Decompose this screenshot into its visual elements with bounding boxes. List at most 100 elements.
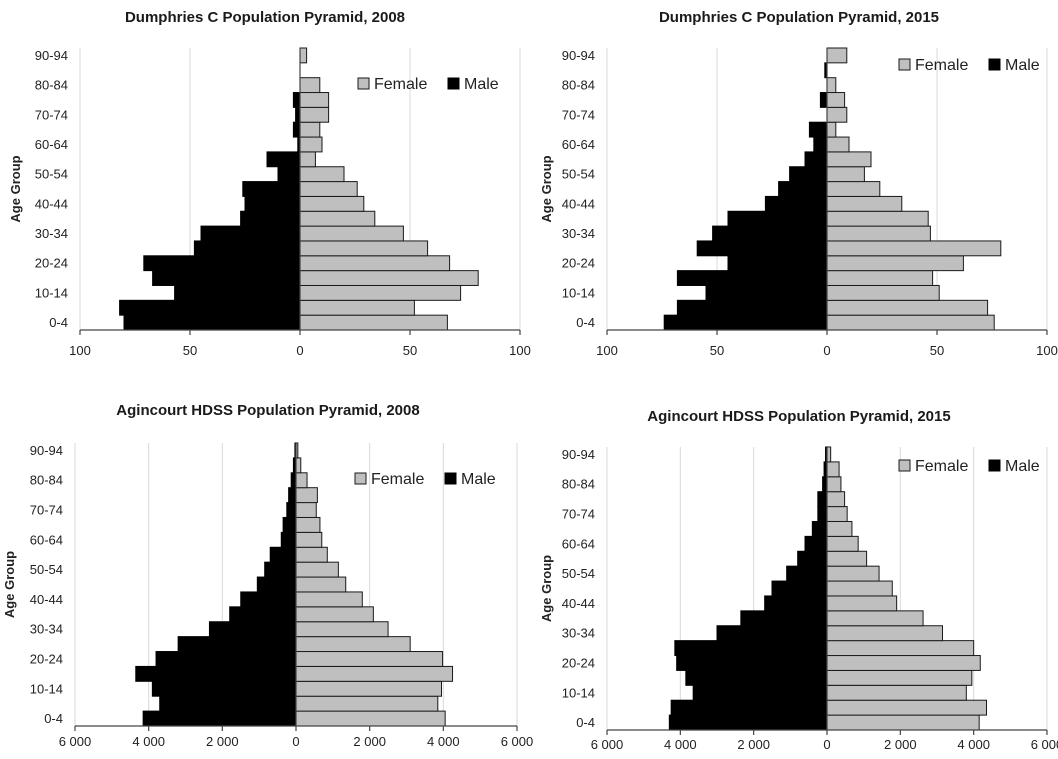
chart-svg-1: Dumphries C Population Pyramid, 2008 100 5… (8, 9, 531, 358)
chart2-bar-male-15-19 (676, 270, 828, 286)
chart4-y-tick-label: 10-14 (562, 685, 595, 700)
chart3-bar-female-35-39 (295, 606, 374, 623)
chart1-bar-female-20-24 (299, 255, 451, 272)
chart1-y-tick-label: 90-94 (35, 48, 68, 63)
chart2-legend-swatch-male (988, 58, 1001, 71)
chart4-bar-male-45-49 (771, 580, 828, 597)
chart1-bar-female-55-59 (299, 151, 316, 168)
chart4-bar-female-80-84 (826, 476, 842, 493)
chart3-bar-male-35-39 (229, 606, 297, 623)
chart2-bar-male-60-64 (813, 136, 828, 153)
chart3-x-tick-label: 0 (292, 734, 299, 749)
chart2-y-tick-label: 20-24 (562, 256, 595, 271)
chart1-bar-female-50-54 (299, 166, 345, 183)
chart1-y-tick-label: 50-54 (35, 167, 68, 182)
chart1-legend-swatch-female (357, 77, 370, 90)
chart4-bar-male-10-14 (692, 684, 828, 701)
chart4-bar-female-85-89 (826, 461, 840, 478)
chart4-y-tick-label: 80-84 (562, 477, 595, 492)
chart3-bar-male-70-74 (286, 502, 297, 518)
chart3-bar-female-0-4 (295, 710, 446, 727)
chart4-y-tick-label: 60-64 (562, 536, 595, 551)
chart3-bar-male-40-44 (240, 591, 297, 608)
chart2-y-tick-label: 80-84 (562, 78, 595, 93)
chart1-y-tick-label: 40-44 (35, 196, 68, 211)
chart4-y-tick-label: 30-34 (562, 626, 595, 641)
chart4-bar-female-10-14 (826, 684, 967, 701)
chart1-bar-male-40-44 (244, 195, 301, 212)
chart3-bar-male-80-84 (290, 472, 297, 489)
chart1-bar-female-10-14 (299, 284, 462, 301)
chart1-bar-female-75-79 (299, 92, 330, 108)
chart2-bar-female-55-59 (826, 151, 872, 168)
chart1-bar-female-80-84 (299, 77, 321, 94)
chart3-x-tick-label: 4 000 (427, 734, 460, 749)
chart2-bar-female-80-84 (826, 77, 837, 94)
chart2-bar-female-60-64 (826, 136, 850, 153)
chart3-bar-male-25-29 (177, 636, 297, 653)
chart4-bar-female-15-19 (826, 669, 973, 686)
chart3-x-tick-label: 2 000 (206, 734, 239, 749)
chart3-bar-female-55-59 (295, 546, 328, 563)
chart4-bar-female-70-74 (826, 506, 848, 522)
chart2-y-tick-label: 50-54 (562, 167, 595, 182)
chart3-x-tick-label: 2 000 (353, 734, 386, 749)
chart2-y-tick-label: 10-14 (562, 285, 595, 300)
chart4-y-axis-title: Age Group (539, 555, 554, 622)
chart1-bar-male-75-79 (292, 92, 301, 108)
chart1-bar-male-25-29 (193, 240, 301, 257)
chart2-bar-female-35-39 (826, 210, 929, 227)
chart4-bar-male-15-19 (685, 669, 828, 686)
chart4-y-tick-label: 20-24 (562, 655, 595, 670)
chart3-title: Agincourt HDSS Population Pyramid, 2008 (116, 402, 419, 419)
chart4-bar-female-55-59 (826, 550, 868, 567)
chart2-bar-female-10-14 (826, 284, 940, 301)
chart1-x-tick-label: 50 (403, 343, 417, 358)
chart1-y-tick-label: 0-4 (49, 315, 68, 330)
chart4-bar-male-0-4 (668, 714, 828, 731)
chart4-bar-female-65-69 (826, 520, 853, 537)
chart-svg-4: Agincourt HDSS Population Pyramid, 2015 6… (539, 408, 1058, 752)
chart2-legend: Female Male (898, 57, 1040, 74)
chart3-y-tick-label: 10-14 (30, 681, 63, 696)
chart1-y-tick-label: 10-14 (35, 285, 68, 300)
chart2-bar-male-50-54 (789, 166, 828, 183)
chart2-bar-female-65-69 (826, 121, 837, 138)
chart3-y-tick-label: 40-44 (30, 592, 63, 607)
chart1-x-tick-label: 100 (69, 343, 91, 358)
chart1-bar-male-30-34 (200, 225, 301, 242)
chart2-bar-male-5-9 (676, 299, 828, 316)
chart3-bar-male-0-4 (142, 710, 297, 727)
chart4-bar-female-45-49 (826, 580, 893, 597)
chart2-legend-label-male: Male (1005, 57, 1040, 74)
chart-svg-2: Dumphries C Population Pyramid, 2015 100 5… (539, 9, 1058, 358)
chart4-y-tick-label: 90-94 (562, 447, 595, 462)
chart1-bar-male-10-14 (174, 284, 301, 301)
chart4-bar-female-60-64 (826, 535, 859, 552)
chart3-y-tick-label: 70-74 (30, 503, 63, 518)
chart4-bar-male-75-79 (817, 491, 828, 508)
chart2-y-tick-label: 90-94 (562, 48, 595, 63)
chart4-bar-male-35-39 (740, 610, 828, 627)
chart2-bar-female-20-24 (826, 255, 964, 272)
chart2-bar-male-75-79 (819, 92, 828, 108)
chart3-bar-female-30-34 (295, 621, 389, 638)
chart4-legend-swatch-female (898, 459, 911, 472)
chart2-bar-female-90-94 (826, 47, 848, 64)
chart2-y-tick-label: 30-34 (562, 226, 595, 241)
chart2-bar-male-65-69 (808, 121, 828, 138)
chart3-legend-swatch-female (354, 472, 367, 485)
chart3-bar-male-30-34 (208, 621, 297, 638)
chart4-bar-female-75-79 (826, 491, 846, 508)
chart2-bar-male-20-24 (727, 255, 828, 272)
chart3-bar-male-10-14 (151, 680, 297, 697)
chart3-bar-male-60-64 (280, 531, 297, 548)
chart2-bar-male-10-14 (705, 284, 828, 301)
chart1-bar-female-60-64 (299, 136, 323, 153)
chart4-x-tick-label: 2 000 (884, 737, 917, 752)
chart3-bar-female-10-14 (295, 680, 442, 697)
chart1-x-tick-label: 100 (509, 343, 531, 358)
chart3-legend-label-female: Female (371, 471, 424, 488)
chart3-y-tick-label: 80-84 (30, 473, 63, 488)
chart1-bar-female-15-19 (299, 270, 479, 286)
